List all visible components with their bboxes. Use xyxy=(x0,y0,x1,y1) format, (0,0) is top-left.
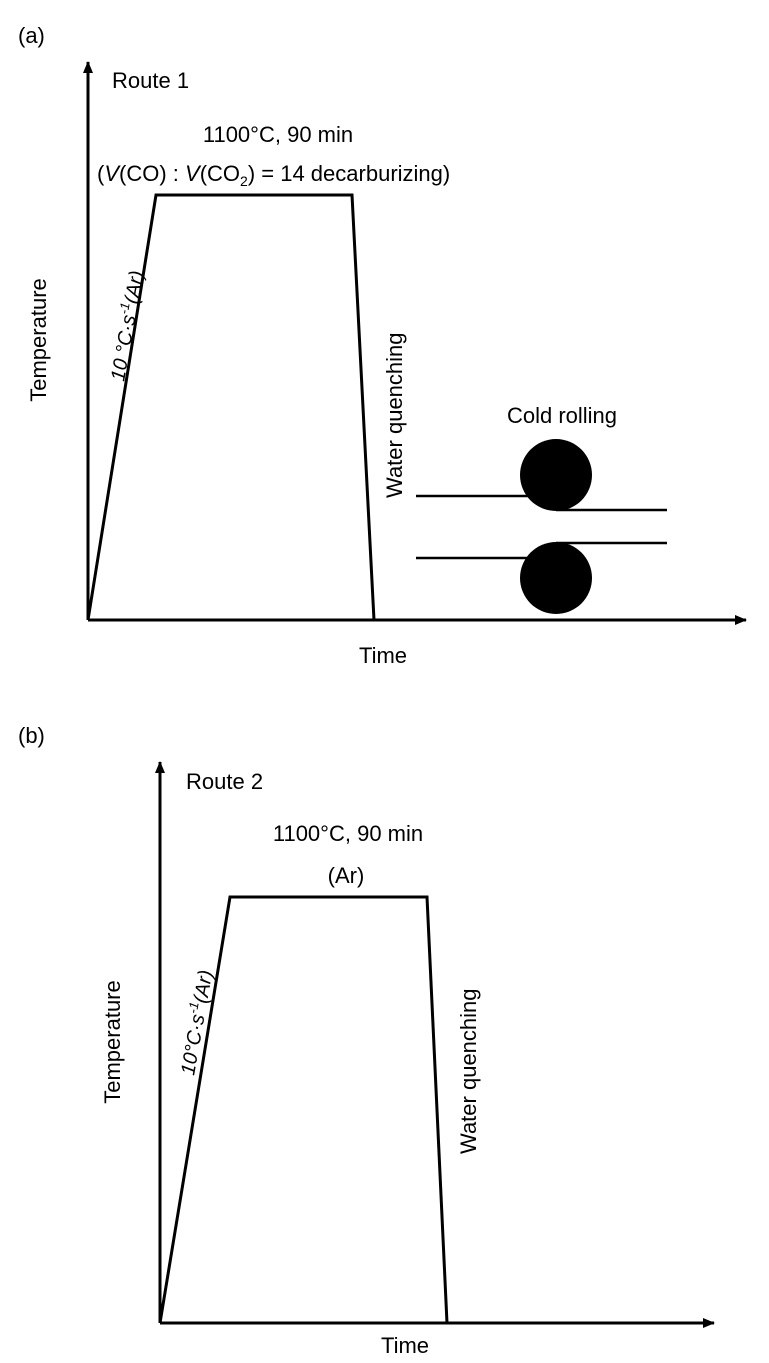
x-axis-label-b: Time xyxy=(381,1333,429,1358)
y-axis-label-b: Temperature xyxy=(100,980,125,1104)
route-2-title: Route 2 xyxy=(186,769,263,794)
heating-rate-a: 10 °C·s-1(Ar) xyxy=(104,268,148,382)
y-axis-label-a: Temperature xyxy=(26,278,51,402)
quench-label-a: Water quenching xyxy=(382,332,407,498)
panel-a-label: (a) xyxy=(18,23,45,48)
atmosphere-ratio-a: (V(CO) : V(CO2) = 14 decarburizing) xyxy=(97,161,450,189)
temperature-profile-a xyxy=(86,193,376,621)
holding-condition-a: 1100°C, 90 min xyxy=(203,122,353,147)
upper-roller-icon xyxy=(520,439,592,511)
panel-a: (a) Route 1 Temperature Time 1100°C, 90 … xyxy=(18,23,747,668)
panel-b-label: (b) xyxy=(18,723,45,748)
atmosphere-b: (Ar) xyxy=(328,863,365,888)
heating-rate-b: 10°C·s-1(Ar) xyxy=(174,968,217,1077)
quench-label-b: Water quenching xyxy=(456,988,481,1154)
panel-b: (b) Route 2 Temperature Time 1100°C, 90 … xyxy=(18,723,715,1358)
lower-roller-icon xyxy=(520,542,592,614)
x-axis-label-a: Time xyxy=(359,643,407,668)
holding-condition-b: 1100°C, 90 min xyxy=(273,821,423,846)
temperature-profile-b xyxy=(158,895,449,1324)
route-1-title: Route 1 xyxy=(112,68,189,93)
cold-rolling-label: Cold rolling xyxy=(507,403,617,428)
